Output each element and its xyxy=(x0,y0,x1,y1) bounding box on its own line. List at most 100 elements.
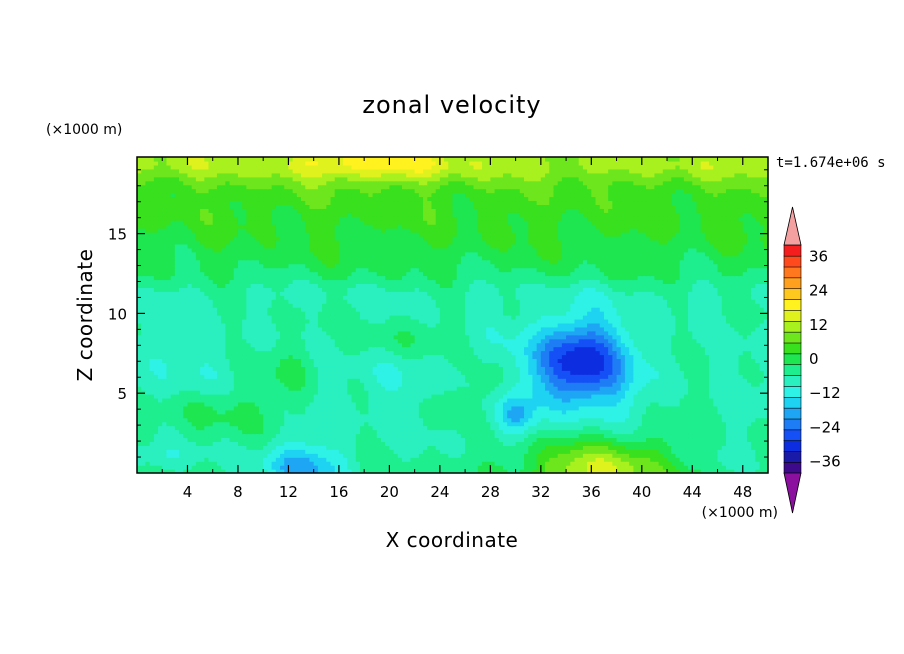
contour-cell xyxy=(338,413,344,419)
contour-cell xyxy=(237,457,243,462)
contour-cell xyxy=(629,358,634,363)
contour-cell xyxy=(536,457,542,462)
contour-cell xyxy=(561,390,567,395)
contour-cell xyxy=(216,453,222,458)
contour-cell xyxy=(603,449,609,454)
contour-cell xyxy=(469,370,475,375)
contour-cell xyxy=(170,429,176,435)
contour-cell xyxy=(271,350,277,356)
contour-cell xyxy=(751,429,756,435)
contour-cell xyxy=(141,413,147,419)
contour-cell xyxy=(502,358,508,363)
contour-cell xyxy=(755,358,761,363)
contour-cell xyxy=(688,437,693,442)
contour-cell xyxy=(162,374,168,379)
contour-cell xyxy=(334,405,340,411)
contour-cell xyxy=(267,358,273,363)
contour-cell xyxy=(347,409,353,415)
contour-cell xyxy=(730,445,735,450)
contour-cell xyxy=(359,429,365,435)
contour-cell xyxy=(389,358,395,363)
contour-cell xyxy=(620,425,626,431)
contour-cell xyxy=(170,453,176,458)
contour-cell xyxy=(704,405,710,411)
contour-cell xyxy=(267,445,273,450)
contour-cell xyxy=(423,358,428,363)
contour-cell xyxy=(688,350,693,356)
contour-cell xyxy=(599,457,605,462)
contour-cell xyxy=(229,362,235,367)
contour-cell xyxy=(149,429,155,435)
contour-cell xyxy=(557,449,563,454)
contour-cell xyxy=(225,433,231,439)
contour-cell xyxy=(317,378,323,383)
contour-cell xyxy=(309,346,315,352)
contour-cell xyxy=(486,429,491,435)
contour-cell xyxy=(322,429,327,435)
contour-cell xyxy=(351,366,357,371)
contour-cell xyxy=(355,358,361,363)
contour-cell xyxy=(616,465,622,470)
contour-cell xyxy=(494,417,500,423)
contour-cell xyxy=(141,453,147,458)
contour-cell xyxy=(406,378,412,383)
contour-cell xyxy=(671,449,677,454)
contour-cell xyxy=(553,382,559,387)
contour-cell xyxy=(608,370,613,375)
contour-cell xyxy=(389,405,395,411)
contour-cell xyxy=(570,437,576,442)
contour-cell xyxy=(759,390,765,395)
contour-cell xyxy=(469,401,475,407)
contour-cell xyxy=(183,453,189,458)
contour-cell xyxy=(515,445,521,450)
contour-cell xyxy=(141,358,147,363)
contour-cell xyxy=(481,421,487,427)
contour-cell xyxy=(237,449,243,454)
contour-cell xyxy=(599,346,605,352)
contour-cell xyxy=(507,449,512,454)
contour-cell xyxy=(338,405,344,411)
contour-cell xyxy=(406,362,412,367)
contour-cell xyxy=(204,457,210,462)
contour-cell xyxy=(696,362,702,367)
contour-cell xyxy=(246,394,252,399)
contour-cell xyxy=(561,469,567,473)
contour-cell xyxy=(431,429,437,435)
contour-cell xyxy=(717,394,723,399)
contour-cell xyxy=(242,449,247,454)
contour-cell xyxy=(704,370,710,375)
contour-cell xyxy=(372,429,378,435)
contour-cell xyxy=(524,405,529,411)
contour-cell xyxy=(280,437,285,442)
contour-cell xyxy=(284,453,290,458)
contour-cell xyxy=(629,382,634,387)
contour-cell xyxy=(263,461,269,466)
contour-cell xyxy=(692,390,698,395)
contour-cell xyxy=(549,429,555,435)
contour-cell xyxy=(376,421,382,427)
contour-cell xyxy=(137,378,142,383)
contour-cell xyxy=(212,370,218,375)
contour-cell xyxy=(658,362,664,367)
contour-cell xyxy=(763,441,768,446)
contour-cell xyxy=(153,338,159,344)
contour-cell xyxy=(376,362,382,367)
contour-cell xyxy=(237,378,243,383)
contour-cell xyxy=(717,453,723,458)
contour-cell xyxy=(334,346,340,352)
contour-cell xyxy=(204,358,210,363)
contour-cell xyxy=(435,405,441,411)
contour-cell xyxy=(280,346,285,352)
contour-cell xyxy=(364,350,369,356)
contour-cell xyxy=(313,354,319,360)
contour-cell xyxy=(137,457,142,462)
contour-cell xyxy=(263,338,269,344)
contour-cell xyxy=(376,417,382,423)
contour-cell xyxy=(212,453,218,458)
contour-cell xyxy=(444,413,449,419)
contour-cell xyxy=(486,441,491,446)
contour-cell xyxy=(410,465,416,470)
contour-cell xyxy=(305,358,311,363)
contour-cell xyxy=(717,457,723,462)
contour-cell xyxy=(641,401,647,407)
